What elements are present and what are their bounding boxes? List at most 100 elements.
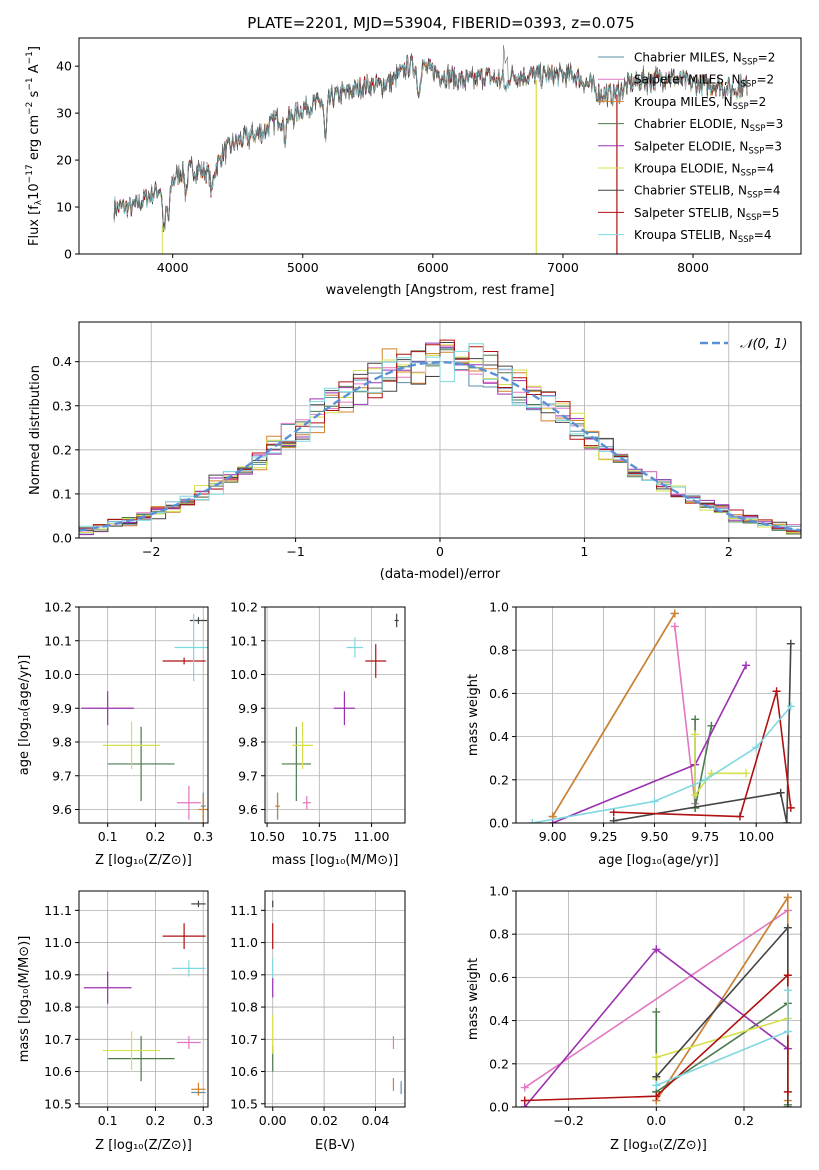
y-tick-label: 0.2 [489,1056,509,1071]
y-axis-label: mass [log₁₀(M/M⊙)] [17,936,32,1063]
x-tick-label: 10.00 [738,829,774,844]
weight-marker [691,730,700,739]
weight-marker [652,1072,661,1081]
x-axis-label: Z [log₁₀(Z/Z⊙)] [610,1138,707,1153]
y-tick-label: 0.2 [489,772,509,787]
plot-area-age_mass [275,613,399,820]
y-tick-label: 11.1 [230,903,258,918]
x-tick-label: 0.1 [98,1113,118,1128]
y-label-part: 10 [27,183,42,200]
x-tick-label: 10.75 [301,829,337,844]
x-tick-label: −1 [286,544,304,559]
axes-frame [78,890,209,1108]
legend-name: Salpeter ELODIE, N [634,139,748,153]
y-tick-label: 10.8 [230,1000,258,1015]
y-tick-label: 10.7 [230,1032,258,1047]
y-tick-label: 1.0 [489,884,509,899]
x-axis-label: Z [log₁₀(Z/Z⊙)] [95,1138,192,1153]
weight-marker [742,769,751,778]
legend-name: Kroupa ELODIE, N [634,162,741,176]
y-tick-label: 40 [56,59,72,74]
axes-frame [78,37,802,255]
weight-marker [783,971,792,980]
legend-value: =5 [762,206,780,220]
x-tick-label: 0.2 [734,1113,754,1128]
weight-marker [782,819,791,823]
y-tick-label: 11.0 [44,935,72,950]
weight-marker [735,812,744,821]
weight-line [552,664,747,823]
y-label-part: λ [34,199,44,205]
y-tick-label: 10.8 [44,1000,72,1015]
x-tick-label: 4000 [157,260,189,275]
legend-sub: SSP [733,102,749,112]
y-axis-label: age [log₁₀(age/yr)] [17,655,32,776]
weight-marker [783,1103,792,1107]
x-tick-label: 0.04 [362,1113,390,1128]
y-tick-label: 10.0 [44,667,72,682]
y-tick-label: 0.6 [489,970,509,985]
y-tick-label: 9.6 [52,802,72,817]
histogram-step [79,339,801,538]
legend-name: Chabrier ELODIE, N [634,117,750,131]
x-tick-label: 9.00 [539,829,567,844]
legend-sub: SSP [747,191,763,201]
x-tick-label: 0.3 [193,1113,213,1128]
weight-marker [652,1007,661,1016]
x-axis-label: mass [log₁₀(M/M⊙)] [272,853,399,868]
weight-line [532,705,792,823]
x-tick-label: 9.75 [691,829,719,844]
legend-value: =2 [749,95,767,109]
x-tick-label: 0.00 [259,1113,287,1128]
weight-line [524,909,789,1089]
panel-spectrum: 4000 5000 6000 7000 8000 0 10 20 30 40 [56,37,802,275]
x-tick-label: 1 [580,544,588,559]
y-tick-label: 10.6 [44,1064,72,1079]
legend-label: Salpeter MILES, NSSP=2 [634,73,774,90]
legend-name: Chabrier MILES, N [634,51,742,65]
weight-line [551,613,676,817]
legend-label: Chabrier STELIB, NSSP=4 [634,184,781,201]
y-tick-label: 0 [64,247,72,262]
weight-marker [691,715,700,724]
weight-marker [752,743,761,752]
weight-marker [652,1092,661,1101]
weight-marker [783,986,792,995]
x-tick-label: 0.1 [98,829,118,844]
figure-title: PLATE=2201, MJD=53904, FIBERID=0393, z=0… [247,14,634,32]
y-tick-label: 10.9 [44,967,72,982]
panel-weight_Z: −0.2 0.0 0.2 0.0 0.2 0.4 0.6 0.8 1.0 [489,884,802,1128]
x-axis-label: age [log₁₀(age/yr)] [598,853,719,868]
panel-weight_age: 9.00 9.25 9.50 9.75 10.00 0.0 0.2 0.4 0.6 0.8 1.0 [489,600,802,844]
legend-name: Salpeter MILES, N [634,73,741,87]
weight-marker [520,1096,529,1105]
weight-marker [609,808,618,817]
plot-area-mass_ebv [272,900,402,1095]
x-tick-label: 9.25 [590,829,618,844]
weight-marker [786,803,795,812]
y-tick-label: 10.9 [230,967,258,982]
plot-area-weight_age [528,609,795,823]
legend-value: =2 [756,73,774,87]
legend-label: Chabrier MILES, NSSP=2 [634,51,775,68]
y-label-part: Flux [f [27,205,42,246]
weight-marker [707,721,716,730]
x-tick-label: 0.2 [145,1113,165,1128]
x-tick-label: 0.3 [193,829,213,844]
y-tick-label: 11.1 [44,903,72,918]
y-tick-label: 0.3 [52,398,72,413]
x-axis-label: Z [log₁₀(Z/Z⊙)] [95,853,192,868]
y-tick-label: 0.4 [489,729,509,744]
weight-marker [548,819,557,823]
panel-mass_Z: 0.1 0.2 0.3 10.5 10.6 10.7 10.8 10.9 11.0 11.1 [44,890,213,1128]
y-tick-label: 9.9 [52,701,72,716]
legend-sub: SSP [750,124,766,134]
panel-mass_ebv: 0.00 0.02 0.04 10.5 10.6 10.7 10.8 10.9 11.0 11.1 [230,890,406,1128]
x-tick-label: 0.02 [310,1113,338,1128]
legend-sub: SSP [746,213,762,223]
legend-name: Salpeter STELIB, N [634,206,746,220]
y-axis-label: Flux [fλ10−17 erg cm−2 s−1 A−1] [25,46,44,246]
y-tick-label: 0.0 [489,816,509,831]
